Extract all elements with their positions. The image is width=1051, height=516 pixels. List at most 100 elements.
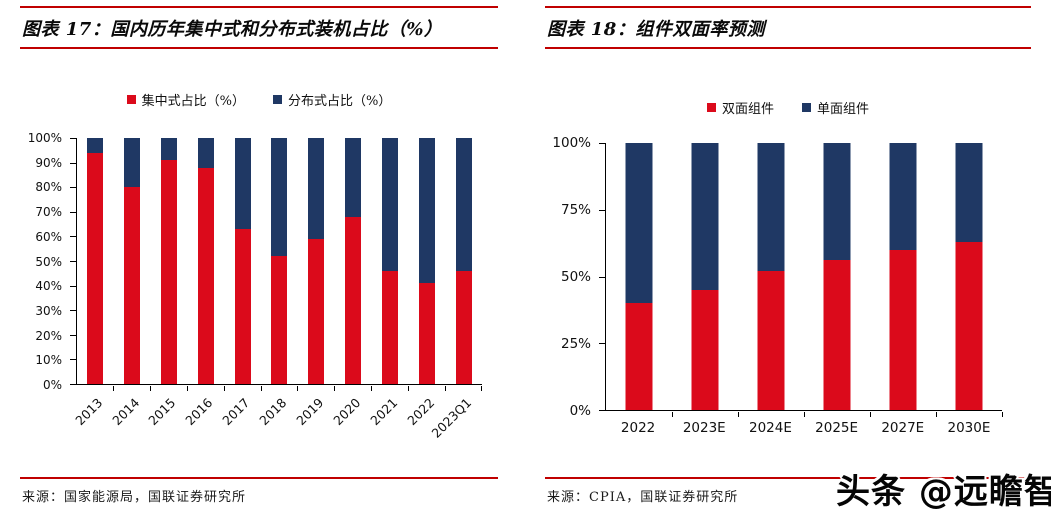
legend-item: 双面组件	[706, 98, 774, 117]
y-tick-mark	[599, 410, 605, 411]
stacked-bar	[87, 138, 104, 384]
figure-title: 图表 18：组件双面率预测	[547, 19, 765, 40]
stacked-bar	[889, 143, 917, 410]
y-tick-mark	[70, 187, 76, 189]
bar-segment	[234, 229, 251, 384]
x-tick-label: 2013	[71, 395, 106, 429]
bar-segment	[87, 152, 104, 384]
stacked-bar	[455, 138, 472, 384]
bar-segment	[625, 303, 653, 410]
bar-segment	[345, 216, 362, 384]
top-rule	[20, 6, 498, 8]
y-tick-label: 90%	[35, 155, 62, 170]
bar-segment	[197, 138, 214, 168]
stacked-bar	[308, 138, 325, 384]
y-tick-label: 0%	[569, 403, 591, 419]
chart-legend: 集中式占比（%） 分布式占比（%）	[20, 90, 498, 109]
bar-segment	[161, 160, 178, 384]
stacked-bar	[345, 138, 362, 384]
y-tick-label: 20%	[35, 328, 62, 343]
bar-segment	[87, 138, 104, 153]
bar-segment	[197, 167, 214, 384]
x-slot: 2015	[146, 387, 187, 449]
bar-segment	[691, 143, 719, 290]
bar-slot	[261, 138, 299, 391]
x-tick-label: 2017	[219, 395, 253, 429]
source-note: 来源：CPIA，国联证券研究所	[547, 490, 739, 505]
bar-segment	[308, 238, 325, 384]
bar-slot	[804, 143, 871, 417]
bar-segment	[124, 138, 141, 188]
legend-swatch	[273, 95, 282, 104]
bottom-rule	[20, 477, 498, 479]
legend-swatch	[802, 103, 811, 112]
y-tick-label: 100%	[27, 131, 62, 145]
figure-panel-right: 图表 18：组件双面率预测 双面组件 单面组件 0% 25% 50% 75% 100% 2…	[545, 6, 1031, 512]
bar-segment	[455, 270, 472, 384]
legend-label: 单面组件	[817, 102, 870, 117]
bar-segment	[823, 260, 851, 410]
x-slot: 2030E	[936, 417, 1002, 439]
y-tick-mark	[599, 276, 605, 278]
y-tick-mark	[70, 138, 76, 139]
bar-slot	[77, 138, 115, 391]
figure-panel-left: 图表 17：国内历年集中式和分布式装机占比（%） 集中式占比（%） 分布式占比（%…	[20, 6, 498, 512]
x-slot: 2016	[183, 387, 224, 449]
stacked-bar	[197, 138, 214, 384]
bar-segment	[381, 270, 398, 384]
stacked-bar	[234, 138, 251, 384]
x-slot: 2024E	[737, 417, 803, 439]
y-tick-label: 70%	[35, 205, 62, 220]
figure-title: 图表 17：国内历年集中式和分布式装机占比（%）	[22, 19, 443, 40]
y-tick-mark	[599, 209, 605, 211]
stacked-bar	[757, 143, 785, 410]
top-rule	[545, 6, 1031, 8]
bottom-rule	[545, 477, 1031, 479]
y-tick-label: 100%	[552, 135, 591, 151]
x-tick-label: 2016	[182, 395, 216, 429]
legend-item: 集中式占比（%）	[126, 90, 245, 109]
legend-label: 分布式占比（%）	[288, 94, 392, 109]
bar-slot	[335, 138, 372, 391]
stacked-bar-chart-installation-share: 集中式占比（%） 分布式占比（%） 0% 10% 20% 30% 40% 50% 60% 70%…	[20, 6, 498, 512]
bar-segment	[889, 249, 917, 410]
x-slot: 2014	[109, 387, 150, 449]
x-axis-labels: 2022 2023E 2024E 2025E 2027E 2030E	[605, 417, 1002, 439]
y-tick-mark	[70, 162, 76, 164]
x-tick-label: 2025E	[815, 420, 859, 436]
y-tick-label: 0%	[42, 378, 62, 392]
stacked-bar-chart-bifacial-forecast: 双面组件 单面组件 0% 25% 50% 75% 100% 2022 2023E 2024E 2…	[545, 6, 1031, 512]
x-tick-label: 2030E	[947, 420, 991, 436]
y-tick-mark	[70, 261, 76, 262]
bar-segment	[691, 289, 719, 410]
y-tick-label: 50%	[35, 254, 62, 269]
bar-slot	[408, 138, 446, 391]
bar-segment	[757, 143, 785, 272]
bar-slot	[224, 138, 262, 391]
stacked-bar	[124, 138, 141, 384]
y-tick-mark	[599, 343, 605, 345]
bar-segment	[955, 241, 983, 410]
legend-item: 分布式占比（%）	[273, 90, 391, 109]
bar-segment	[161, 138, 178, 161]
y-tick-mark	[70, 211, 76, 213]
stacked-bar	[625, 143, 653, 410]
bar-slot	[870, 143, 937, 417]
stacked-bar	[271, 138, 288, 384]
bar-slot	[936, 143, 1003, 417]
bar-slot	[606, 143, 673, 417]
bar-segment	[418, 283, 435, 384]
x-slot: 2020	[330, 387, 371, 449]
bar-segment	[271, 256, 288, 384]
y-tick-label: 30%	[35, 303, 62, 318]
x-slot: 2023Q1	[428, 387, 482, 449]
x-tick-label: 2022	[404, 395, 438, 429]
x-tick-label: 2021	[367, 395, 401, 429]
bar-segment	[308, 138, 325, 239]
bar-slot	[187, 138, 225, 391]
chart-legend: 双面组件 单面组件	[545, 98, 1031, 117]
x-slot: 2019	[293, 387, 334, 449]
y-tick-label: 80%	[35, 180, 62, 195]
bar-slot	[672, 143, 739, 417]
